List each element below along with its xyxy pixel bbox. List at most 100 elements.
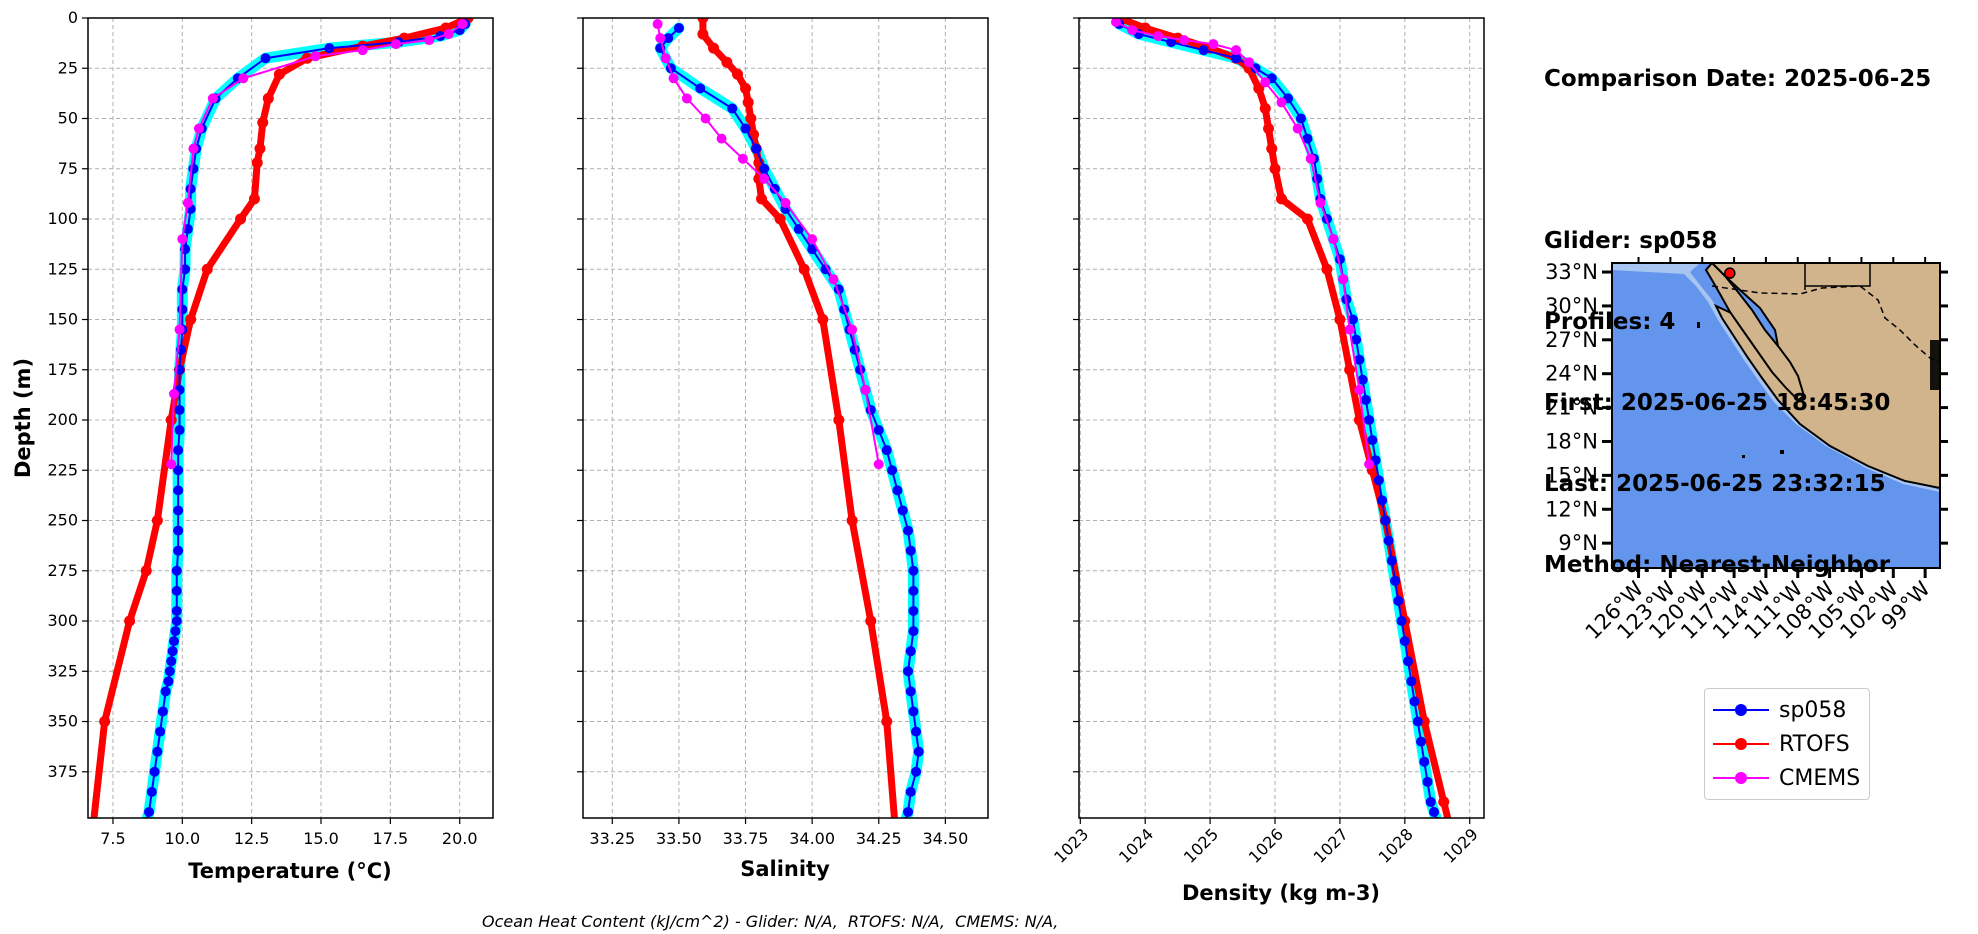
data-point-cmems xyxy=(390,39,401,50)
data-point-sp058 xyxy=(911,726,922,737)
data-point-cmems xyxy=(873,459,884,470)
x-tick-label: 1025 xyxy=(1180,825,1222,867)
map-lat-label: 30°N xyxy=(1545,294,1598,318)
data-point-sp058 xyxy=(887,465,898,476)
map-baja xyxy=(1704,263,1806,402)
legend-label-rtofs: RTOFS xyxy=(1779,731,1850,757)
data-point-rtofs xyxy=(1269,163,1281,175)
y-tick-label: 0 xyxy=(68,8,78,27)
data-point-sp058 xyxy=(1231,53,1242,64)
series-sp058 xyxy=(1114,19,1441,818)
data-point-sp058 xyxy=(1390,575,1401,586)
map-border-us-mexico xyxy=(1711,285,1940,363)
data-point-rtofs xyxy=(235,213,247,225)
map-island xyxy=(1780,450,1784,454)
data-point-sp058 xyxy=(173,525,184,536)
data-point-rtofs xyxy=(273,68,285,80)
data-point-rtofs xyxy=(262,92,274,104)
plot-area xyxy=(89,18,474,818)
map-frame xyxy=(1611,262,1941,569)
data-point-cmems xyxy=(1364,459,1375,470)
x-tick-label: 34.25 xyxy=(856,829,902,848)
map-border-states xyxy=(1804,263,1871,290)
data-point-cmems xyxy=(310,51,321,62)
data-point-sp058 xyxy=(897,505,908,516)
data-point-cmems xyxy=(166,459,177,470)
y-tick-label: 275 xyxy=(47,561,78,580)
legend-label-sp058: sp058 xyxy=(1779,697,1847,723)
data-point-sp058 xyxy=(1302,133,1313,144)
data-point-sp058 xyxy=(905,545,916,556)
data-point-sp058 xyxy=(908,706,919,717)
data-point-sp058 xyxy=(149,766,160,777)
y-tick-label: 200 xyxy=(47,410,78,429)
data-point-sp058 xyxy=(908,565,919,576)
data-point-sp058 xyxy=(1367,435,1378,446)
data-point-rtofs xyxy=(817,314,829,326)
series-cmems xyxy=(652,19,884,470)
data-point-cmems xyxy=(1344,324,1355,335)
axes-frame xyxy=(1078,17,1485,819)
x-tick-label: 33.25 xyxy=(589,829,635,848)
map-lat-label: 15°N xyxy=(1545,463,1598,487)
data-point-sp058 xyxy=(188,163,199,174)
data-point-sp058 xyxy=(911,766,922,777)
axes-frame xyxy=(582,17,989,819)
data-point-cmems xyxy=(443,29,454,40)
legend-swatch-rtofs xyxy=(1713,734,1769,754)
data-point-cmems xyxy=(759,173,770,184)
x-axis-label-temperature: Temperature (°C) xyxy=(188,859,391,883)
data-point-sp058 xyxy=(1422,776,1433,787)
series-sp058 xyxy=(655,23,924,818)
series-sp058 xyxy=(143,19,471,818)
data-point-rtofs xyxy=(151,515,163,527)
data-point-sp058 xyxy=(905,686,916,697)
series-line-cmems xyxy=(656,23,880,465)
data-point-cmems xyxy=(1208,39,1219,50)
data-point-rtofs xyxy=(257,117,269,129)
data-point-sp058 xyxy=(171,605,182,616)
data-point-sp058 xyxy=(182,224,193,235)
data-point-sp058 xyxy=(727,103,738,114)
x-tick-label: 7.5 xyxy=(100,829,125,848)
data-point-sp058 xyxy=(170,626,181,637)
data-point-sp058 xyxy=(1357,374,1368,385)
y-tick-label: 175 xyxy=(47,360,78,379)
data-point-cmems xyxy=(457,19,468,30)
data-point-sp058 xyxy=(1399,636,1410,647)
legend-swatch-sp058 xyxy=(1713,700,1769,720)
salinity-panel: 33.25 33.50 33.75 34.00 34.25 34.50 xyxy=(577,17,989,848)
data-point-cmems xyxy=(182,197,193,208)
data-point-sp058 xyxy=(173,545,184,556)
comparison-date: Comparison Date: 2025-06-25 xyxy=(1544,66,1932,92)
y-tick-label: 350 xyxy=(47,712,78,731)
data-point-sp058 xyxy=(873,425,884,436)
data-point-cmems xyxy=(668,73,679,84)
data-point-sp058 xyxy=(892,485,903,496)
data-point-rtofs xyxy=(745,113,757,125)
data-point-sp058 xyxy=(173,505,184,516)
data-point-sp058 xyxy=(1403,656,1414,667)
x-tick-label: 1028 xyxy=(1375,825,1417,867)
data-point-cmems xyxy=(847,324,858,335)
series-rtofs xyxy=(697,18,899,818)
data-point-sp058 xyxy=(751,143,762,154)
data-point-cmems xyxy=(1328,234,1339,245)
data-point-cmems xyxy=(828,274,839,285)
map-lat-label: 12°N xyxy=(1545,497,1598,521)
data-point-sp058 xyxy=(908,585,919,596)
x-axis-label-salinity: Salinity xyxy=(740,857,830,881)
ocean-heat-content-caption: Ocean Heat Content (kJ/cm^2) - Glider: N… xyxy=(482,912,1059,931)
x-tick-label: 33.75 xyxy=(723,829,769,848)
data-point-sp058 xyxy=(171,565,182,576)
y-tick-label: 75 xyxy=(58,159,78,178)
data-point-rtofs xyxy=(185,314,197,326)
data-point-sp058 xyxy=(1386,555,1397,566)
map-island xyxy=(1930,340,1940,390)
data-point-cmems xyxy=(655,33,666,44)
data-point-rtofs xyxy=(140,565,152,577)
data-point-sp058 xyxy=(164,666,175,677)
data-point-sp058 xyxy=(673,23,684,34)
data-point-sp058 xyxy=(1377,495,1388,506)
